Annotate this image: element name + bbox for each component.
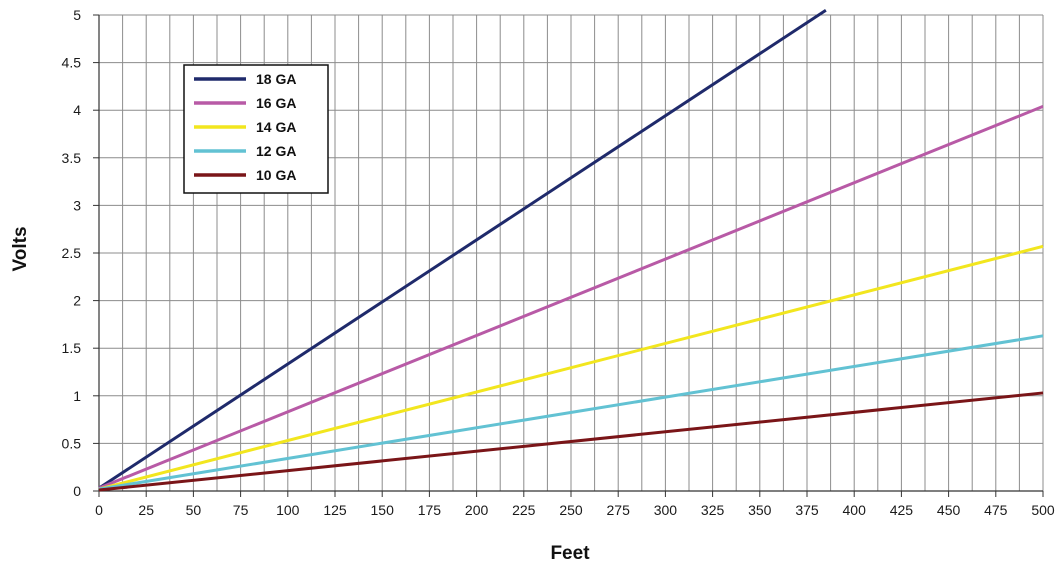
y-tick-label: 0 [73, 483, 81, 499]
x-tick-label: 50 [186, 502, 202, 518]
y-tick-label: 3 [73, 197, 81, 213]
x-tick-label: 200 [465, 502, 489, 518]
y-tick-label: 1.5 [62, 340, 82, 356]
series-line-12-ga [98, 334, 1044, 491]
x-tick-label: 75 [233, 502, 249, 518]
x-tick-label: 275 [607, 502, 631, 518]
x-tick-label: 125 [323, 502, 347, 518]
series-line-10-ga [98, 391, 1044, 492]
x-tick-label: 250 [559, 502, 583, 518]
x-tick-label: 475 [984, 502, 1008, 518]
x-tick-label: 375 [795, 502, 819, 518]
x-tick-label: 450 [937, 502, 961, 518]
legend-label: 18 GA [256, 71, 296, 87]
x-tick-label: 300 [654, 502, 678, 518]
x-tick-label: 150 [371, 502, 395, 518]
y-tick-label: 2.5 [62, 245, 82, 261]
x-tick-label: 425 [890, 502, 914, 518]
legend-label: 14 GA [256, 119, 296, 135]
x-tick-label: 0 [95, 502, 103, 518]
y-tick-label: 5 [73, 7, 81, 23]
legend-label: 12 GA [256, 143, 296, 159]
x-axis-ticks: 0 25 50 75 100 125 150 175 200 225 250 275 300 325 350… [95, 491, 1055, 518]
legend: 18 GA 16 GA 14 GA 12 GA 10 GA [183, 64, 329, 194]
x-tick-label: 400 [843, 502, 867, 518]
y-tick-label: 0.5 [62, 435, 82, 451]
legend-box [183, 64, 329, 194]
x-tick-label: 25 [138, 502, 154, 518]
x-tick-label: 500 [1031, 502, 1055, 518]
y-axis-title: Volts [10, 226, 31, 271]
y-tick-label: 4.5 [62, 55, 82, 71]
x-tick-label: 350 [748, 502, 772, 518]
y-tick-label: 3.5 [62, 150, 82, 166]
x-tick-label: 175 [418, 502, 442, 518]
y-tick-label: 2 [73, 293, 81, 309]
x-tick-label: 100 [276, 502, 300, 518]
series-line-18-ga [98, 8, 827, 490]
y-axis-ticks: 0 0.5 1 1.5 2 2.5 3 3.5 4 4.5 5 [62, 7, 99, 499]
x-tick-label: 325 [701, 502, 725, 518]
x-axis-title: Feet [550, 543, 590, 564]
series-lines [98, 8, 1044, 492]
y-tick-label: 1 [73, 388, 81, 404]
series-line-14-ga [98, 244, 1044, 491]
x-tick-label: 225 [512, 502, 536, 518]
y-tick-label: 4 [73, 102, 81, 118]
legend-label: 10 GA [256, 167, 296, 183]
legend-label: 16 GA [256, 95, 296, 111]
series-line-16-ga [98, 105, 1044, 490]
